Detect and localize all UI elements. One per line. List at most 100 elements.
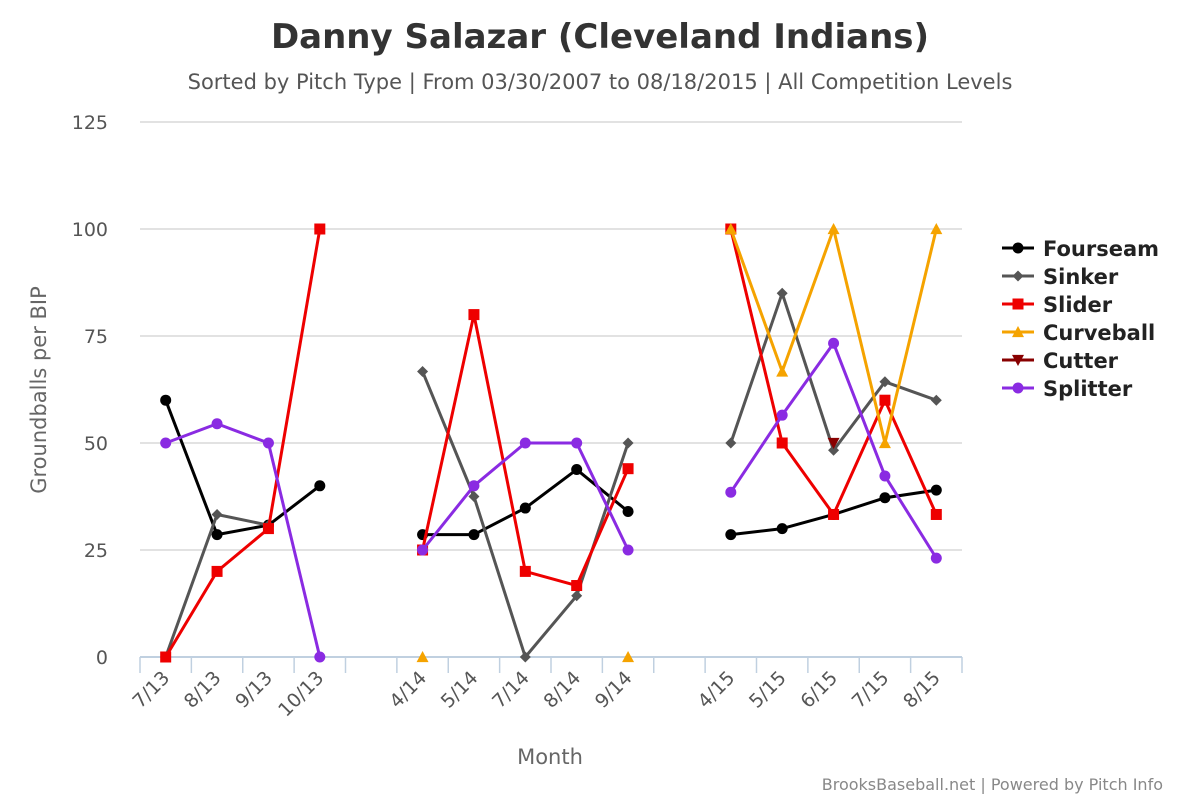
data-point[interactable] bbox=[776, 287, 788, 299]
data-point[interactable] bbox=[211, 565, 223, 577]
data-point[interactable] bbox=[879, 470, 891, 482]
data-point[interactable] bbox=[468, 491, 480, 502]
y-tick-label: 50 bbox=[84, 433, 108, 455]
data-point[interactable] bbox=[314, 223, 326, 235]
legend-item-splitter[interactable]: Splitter bbox=[1002, 377, 1133, 401]
data-point[interactable] bbox=[571, 437, 583, 449]
data-point[interactable] bbox=[571, 464, 583, 476]
data-point[interactable] bbox=[776, 437, 788, 449]
legend-item-slider[interactable]: Slider bbox=[1002, 293, 1113, 317]
chart-title: Danny Salazar (Cleveland Indians) bbox=[271, 17, 929, 57]
data-point[interactable] bbox=[878, 437, 891, 449]
data-point[interactable] bbox=[879, 492, 891, 504]
chart-subtitle: Sorted by Pitch Type | From 03/30/2007 t… bbox=[188, 70, 1013, 95]
x-tick-label: 7/14 bbox=[488, 667, 534, 713]
legend-label: Slider bbox=[1043, 293, 1113, 317]
y-tick-label: 0 bbox=[96, 647, 108, 669]
data-point[interactable] bbox=[622, 437, 634, 449]
data-point[interactable] bbox=[468, 480, 480, 492]
series-layer bbox=[160, 223, 943, 663]
data-point[interactable] bbox=[211, 508, 223, 520]
data-point[interactable] bbox=[314, 651, 326, 663]
data-point[interactable] bbox=[725, 486, 737, 498]
series-curveball bbox=[416, 223, 943, 663]
data-point[interactable] bbox=[571, 580, 583, 592]
legend-item-cutter[interactable]: Cutter bbox=[1002, 349, 1119, 373]
data-point[interactable] bbox=[828, 444, 840, 456]
legend-item-fourseam[interactable]: Fourseam bbox=[1002, 237, 1159, 261]
data-point[interactable] bbox=[160, 394, 172, 406]
data-point[interactable] bbox=[724, 223, 737, 235]
x-tick-label: 5/14 bbox=[437, 667, 483, 713]
data-point[interactable] bbox=[930, 223, 943, 235]
credits[interactable]: BrooksBaseball.net | Powered by Pitch In… bbox=[822, 775, 1163, 794]
legend-marker bbox=[1012, 298, 1024, 310]
x-tick-label: 4/14 bbox=[385, 667, 431, 713]
legend-item-sinker[interactable]: Sinker bbox=[1002, 265, 1119, 289]
y-axis-title: Groundballs per BIP bbox=[27, 286, 51, 494]
series-cutter bbox=[827, 437, 840, 449]
data-point[interactable] bbox=[519, 565, 531, 577]
legend-marker bbox=[1012, 326, 1024, 338]
series-line bbox=[422, 468, 630, 537]
data-point[interactable] bbox=[571, 590, 583, 602]
series-line bbox=[165, 422, 322, 658]
data-point[interactable] bbox=[776, 409, 788, 421]
x-tick-label: 9/13 bbox=[231, 667, 277, 713]
y-tick-label: 125 bbox=[72, 112, 108, 134]
data-point[interactable] bbox=[211, 529, 223, 541]
data-point[interactable] bbox=[519, 502, 531, 514]
data-point[interactable] bbox=[417, 366, 429, 378]
data-point[interactable] bbox=[725, 437, 737, 449]
data-point[interactable] bbox=[725, 529, 737, 541]
data-point[interactable] bbox=[930, 484, 942, 496]
data-point[interactable] bbox=[417, 544, 429, 556]
data-point[interactable] bbox=[519, 651, 531, 663]
data-point[interactable] bbox=[416, 651, 429, 663]
data-point[interactable] bbox=[622, 505, 634, 517]
data-point[interactable] bbox=[314, 480, 326, 492]
data-point[interactable] bbox=[519, 437, 531, 449]
series-slider bbox=[160, 223, 942, 663]
legend-item-curveball[interactable]: Curveball bbox=[1002, 321, 1155, 345]
legend-label: Cutter bbox=[1043, 349, 1119, 373]
data-point[interactable] bbox=[930, 552, 942, 564]
x-tick-label: 7/13 bbox=[128, 667, 174, 713]
data-point[interactable] bbox=[211, 418, 223, 430]
x-tick-label: 6/15 bbox=[796, 667, 842, 713]
y-tick-label: 25 bbox=[84, 540, 108, 562]
data-point[interactable] bbox=[262, 523, 274, 535]
data-point[interactable] bbox=[262, 437, 274, 449]
legend-marker bbox=[1012, 382, 1024, 394]
data-point[interactable] bbox=[828, 337, 840, 349]
legend-marker bbox=[1012, 354, 1024, 366]
data-point[interactable] bbox=[468, 529, 480, 541]
data-point[interactable] bbox=[930, 508, 942, 520]
data-point[interactable] bbox=[160, 437, 172, 449]
series-line bbox=[164, 228, 322, 658]
data-point[interactable] bbox=[828, 508, 840, 520]
series-line bbox=[164, 399, 321, 537]
data-point[interactable] bbox=[622, 463, 634, 475]
legend-label: Splitter bbox=[1043, 377, 1133, 401]
data-point[interactable] bbox=[776, 523, 788, 535]
data-point[interactable] bbox=[776, 365, 789, 377]
x-tick-label: 8/14 bbox=[539, 667, 585, 713]
data-point[interactable] bbox=[827, 437, 840, 449]
x-tick-label: 10/13 bbox=[274, 667, 328, 721]
legend-marker bbox=[1012, 270, 1024, 282]
data-point[interactable] bbox=[160, 651, 172, 663]
data-point[interactable] bbox=[827, 223, 840, 235]
data-point[interactable] bbox=[879, 394, 891, 406]
data-point[interactable] bbox=[930, 394, 942, 406]
data-point[interactable] bbox=[468, 309, 480, 321]
x-tick-label: 5/15 bbox=[745, 667, 791, 713]
data-point[interactable] bbox=[622, 651, 635, 663]
legend-marker bbox=[1012, 242, 1024, 254]
data-point[interactable] bbox=[879, 376, 891, 388]
data-point[interactable] bbox=[622, 544, 634, 556]
x-tick-label: 8/15 bbox=[899, 667, 945, 713]
series-splitter bbox=[160, 337, 942, 663]
